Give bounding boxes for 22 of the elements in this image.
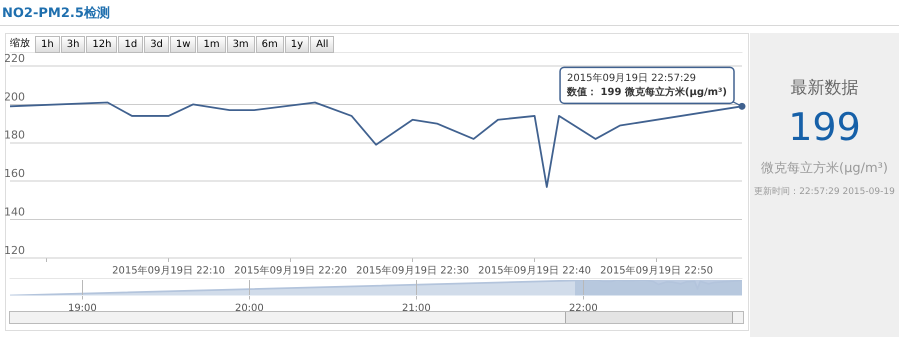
y-tick-label: 120 — [4, 244, 25, 257]
y-tick-label: 220 — [4, 52, 25, 65]
x-tick-label: 22:00 — [568, 303, 598, 314]
x-tick-label: 2015年09月19日 22:40 — [478, 264, 592, 277]
y-tick-label: 180 — [4, 128, 25, 142]
text: 更新时间：22:57:29 2015-09-19 — [753, 186, 896, 198]
x-tick-label: 21:00 — [402, 303, 431, 314]
x-tick-label: 2015年09月19日 22:10 — [112, 264, 226, 277]
range-selector: 缩放 1h 3h 12h 1d 3d 1w 1m 3m 6m 1y All — [10, 36, 334, 53]
text: 微克每立方米(µg/m³) — [760, 160, 889, 177]
x-tick-label: 2015年09月19日 22:20 — [234, 264, 348, 277]
text: 最新数据 — [790, 77, 860, 99]
y-tick-label: 200 — [4, 90, 25, 104]
y-tick-label: 140 — [4, 205, 25, 218]
text: 199 — [787, 105, 862, 149]
x-tick-label: 19:00 — [68, 303, 97, 314]
y-tick-label: 160 — [4, 167, 25, 180]
x-tick-label: 2015年09月19日 22:50 — [600, 264, 714, 277]
annotation: 2015年09月19日 22:57:29 数值： 199 微克每立方米(µg/m³) — [566, 72, 728, 98]
x-tick-label: 2015年09月19日 22:30 — [356, 264, 470, 277]
chart-title: NO2-PM2.5检测 — [2, 5, 110, 22]
x-tick-label: 20:00 — [234, 303, 264, 314]
